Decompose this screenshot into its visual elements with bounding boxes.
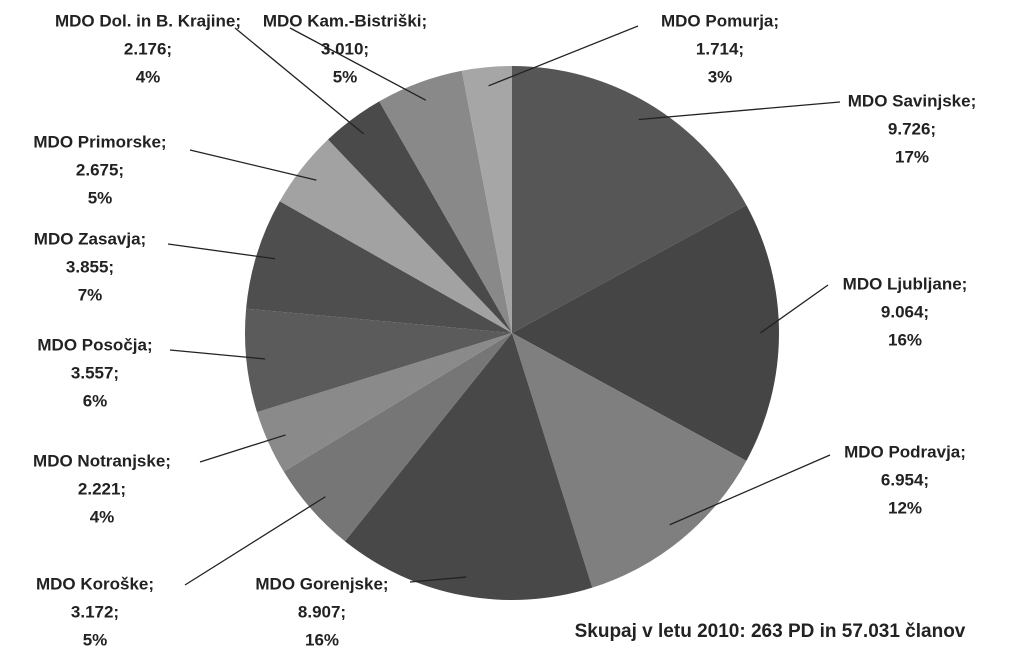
slice-label-name: MDO Posočja; — [37, 335, 152, 354]
slice-label-value: 3.010; — [321, 39, 369, 58]
leader-line — [409, 576, 467, 583]
slice-label-name: MDO Pomurja; — [661, 11, 779, 30]
slice-label-percent: 5% — [83, 630, 108, 649]
slice-label-percent: 5% — [333, 67, 358, 86]
pie-slice — [256, 333, 512, 472]
leader-line — [289, 27, 427, 101]
slice-label-percent: 7% — [78, 285, 103, 304]
pie-slice — [246, 201, 512, 333]
pie-slice — [328, 101, 512, 334]
annotation: Skupaj v letu 2010: 263 PD in 57.031 čla… — [575, 621, 966, 642]
pie-slice — [245, 308, 512, 413]
slice-label-value: 9.726; — [888, 119, 936, 138]
slice-label-value: 2.675; — [76, 160, 124, 179]
leader-line — [189, 149, 317, 181]
slice-label-value: 3.172; — [71, 602, 119, 621]
pie-slice — [344, 333, 593, 600]
slice-label-value: 3.855; — [66, 257, 114, 276]
slice-label-name: MDO Zasavja; — [34, 229, 146, 248]
slice-label-percent: 16% — [888, 330, 922, 349]
leader-line — [184, 496, 326, 586]
pie-slice — [279, 139, 512, 333]
slice-label-percent: 16% — [305, 630, 339, 649]
pie-slice — [461, 66, 512, 333]
leader-line — [488, 25, 639, 87]
slice-label-name: MDO Savinjske; — [848, 91, 977, 110]
slice-label-value: 1.714; — [696, 39, 744, 58]
slice-label-percent: 3% — [708, 67, 733, 86]
leader-line — [169, 349, 266, 360]
leader-line — [199, 434, 286, 463]
leader-line — [234, 27, 365, 135]
slice-label-percent: 5% — [88, 188, 113, 207]
slice-label-value: 8.907; — [298, 602, 346, 621]
slice-label-percent: 4% — [90, 507, 115, 526]
pie-slice — [512, 205, 779, 461]
slice-label-name: MDO Notranjske; — [33, 451, 171, 470]
leader-line — [167, 243, 276, 260]
slice-label-name: MDO Kam.-Bistriški; — [263, 11, 427, 30]
leader-line — [759, 284, 829, 334]
pie-slice — [283, 333, 512, 542]
slice-label-percent: 12% — [888, 498, 922, 517]
leader-line — [669, 454, 831, 526]
slice-label-name: MDO Koroške; — [36, 574, 154, 593]
slice-label-value: 2.221; — [78, 479, 126, 498]
slice-label-value: 9.064; — [881, 302, 929, 321]
pie-slice — [512, 66, 747, 333]
slice-label-percent: 4% — [136, 67, 161, 86]
pie-slice — [512, 333, 747, 588]
slice-label-name: MDO Ljubljane; — [843, 274, 968, 293]
slice-label-value: 3.557; — [71, 363, 119, 382]
slice-label-value: 6.954; — [881, 470, 929, 489]
slice-label-name: MDO Gorenjske; — [255, 574, 388, 593]
slice-label-value: 2.176; — [124, 39, 172, 58]
slice-label-name: MDO Primorske; — [33, 132, 166, 151]
leader-line — [638, 101, 841, 121]
slice-label-name: MDO Podravja; — [844, 442, 966, 461]
slice-label-name: MDO Dol. in B. Krajine; — [55, 11, 241, 30]
slice-label-percent: 6% — [83, 391, 108, 410]
pie-slice — [379, 70, 512, 333]
slice-label-percent: 17% — [895, 147, 929, 166]
